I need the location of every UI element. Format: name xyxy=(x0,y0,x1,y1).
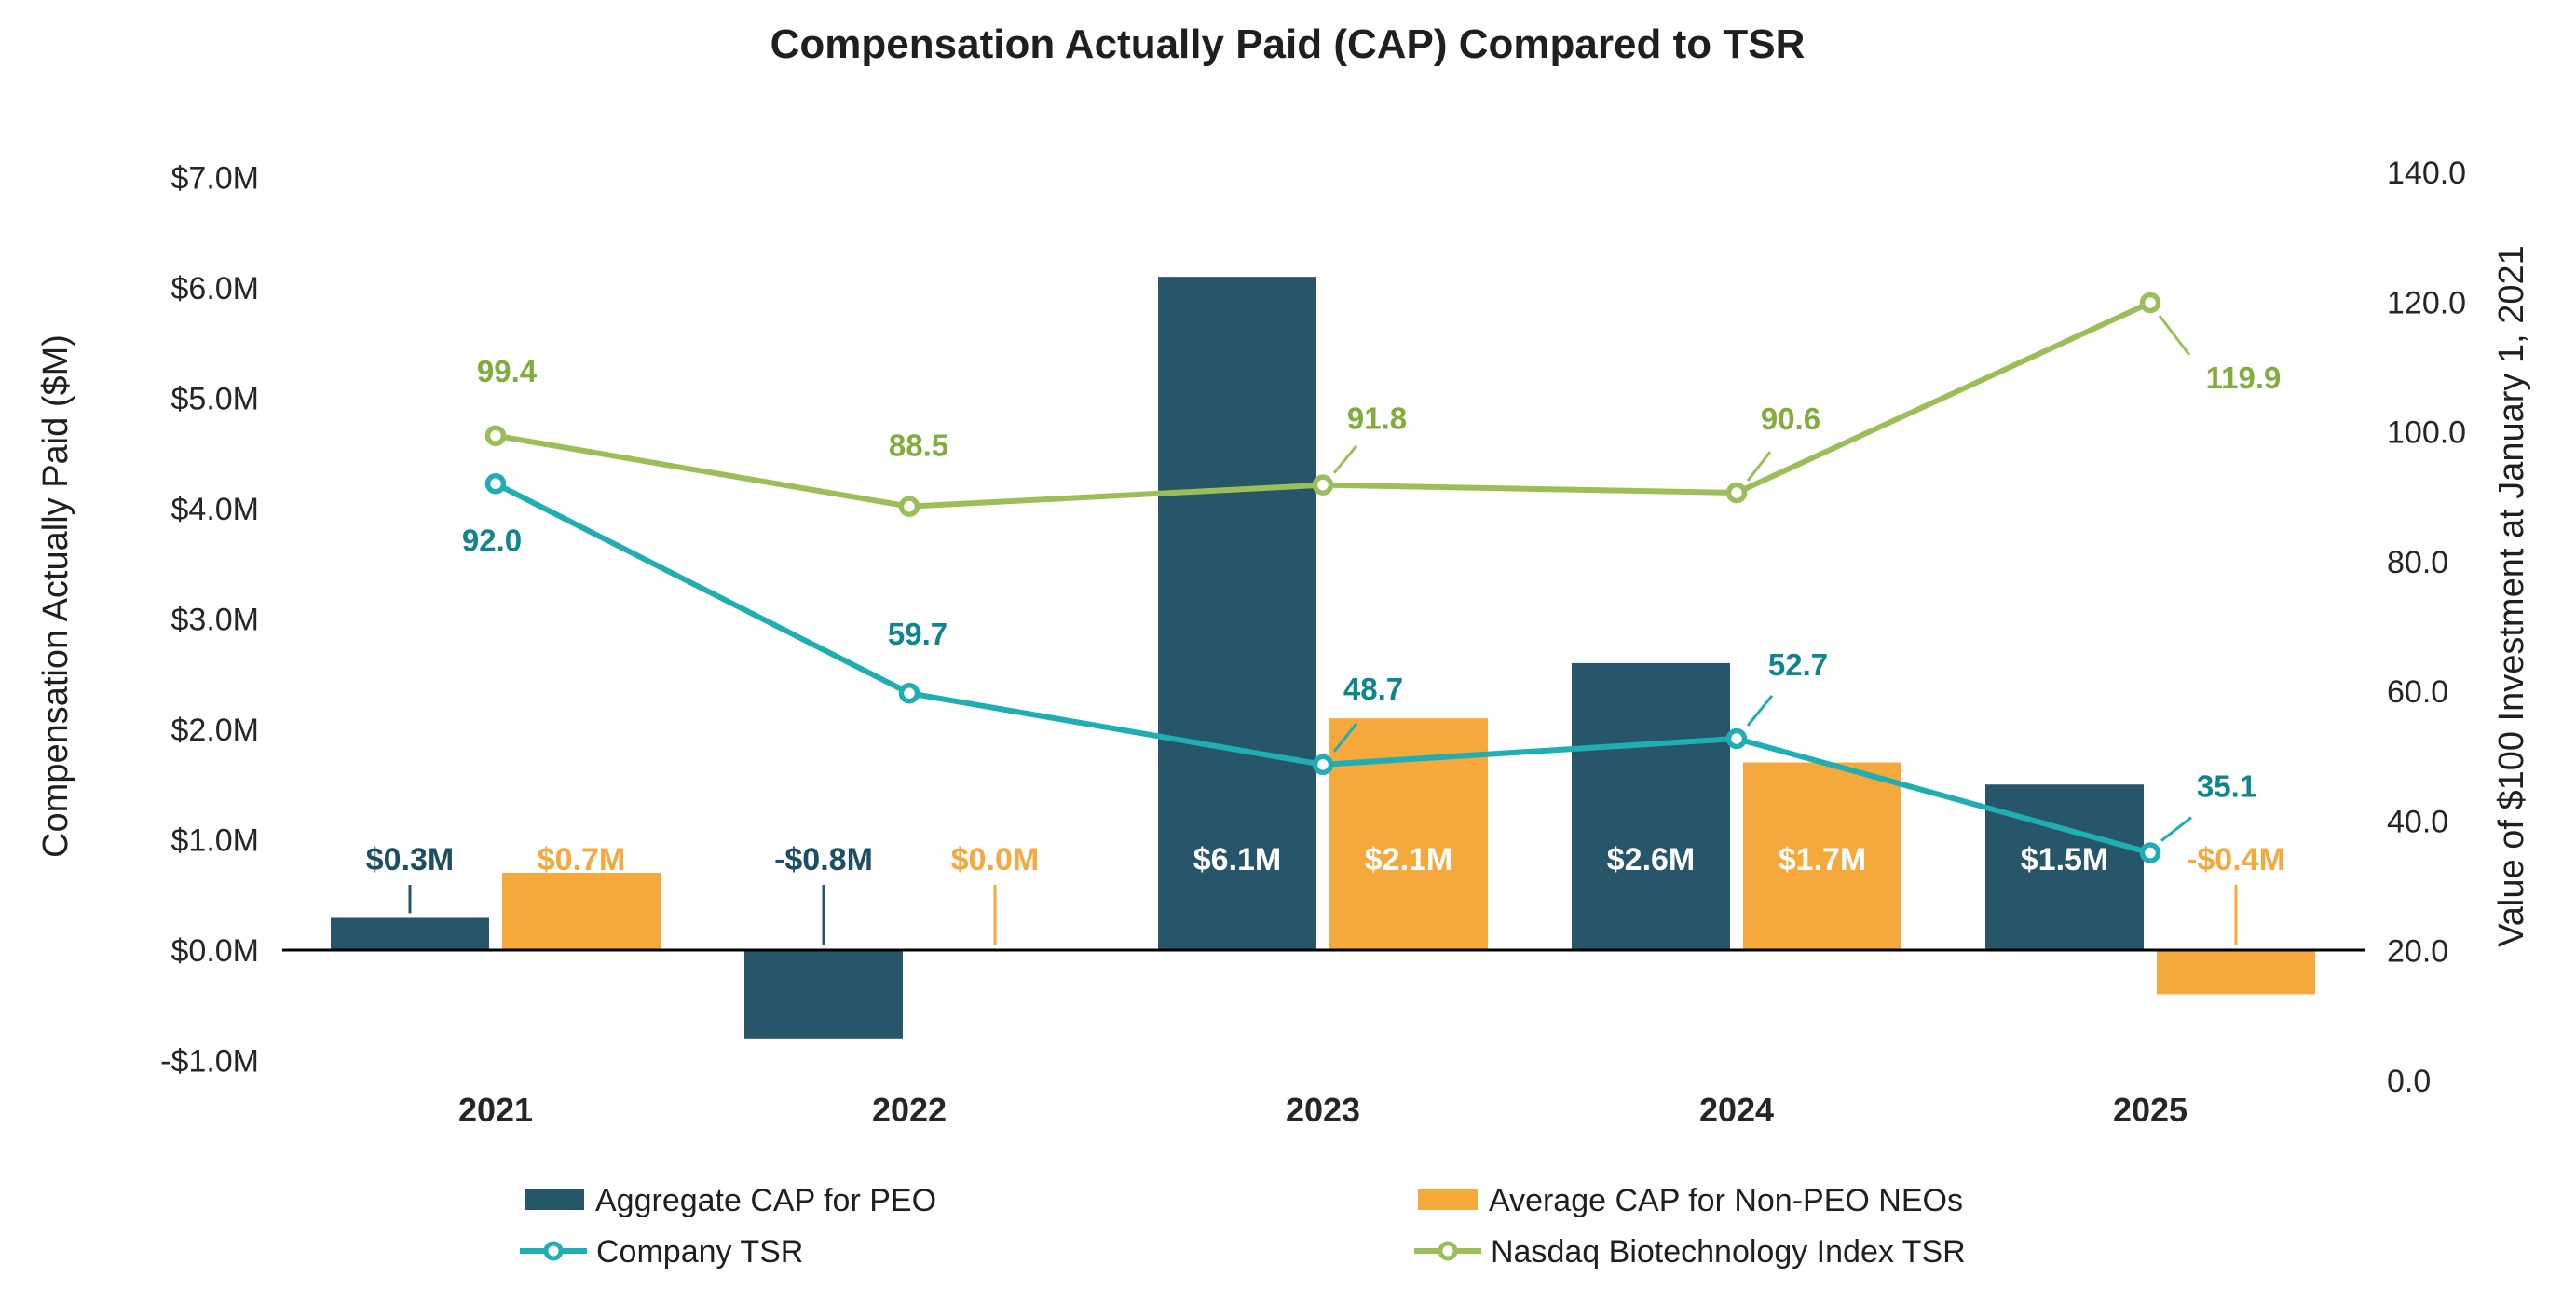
right-axis-tick-label: 20.0 xyxy=(2387,934,2448,970)
tsr-line-marker xyxy=(898,496,920,517)
bar-value-label: $1.5M xyxy=(2021,842,2109,877)
left-axis-tick-label: $2.0M xyxy=(171,713,260,748)
right-axis-tick-label: 100.0 xyxy=(2387,415,2466,451)
bar-value-label: $0.7M xyxy=(538,842,626,877)
tsr-line-marker xyxy=(898,682,920,704)
company-tsr-line xyxy=(493,481,2153,856)
chart-title: Compensation Actually Paid (CAP) Compare… xyxy=(770,21,1806,67)
left-axis-tick-label: $6.0M xyxy=(171,271,260,306)
neo-cap-bar xyxy=(502,873,661,950)
bar-value-label: $2.6M xyxy=(1607,842,1696,877)
legend-item-neo-cap-label: Average CAP for Non-PEO NEOs xyxy=(1489,1183,1963,1218)
line-value-label: 88.5 xyxy=(889,428,948,463)
bar-value-label: $1.7M xyxy=(1779,842,1867,877)
right-axis-tick-label: 120.0 xyxy=(2387,285,2466,320)
chart-plot-area: $7.0M $6.0M $5.0M $4.0M $3.0M $2.0M $1.0M $0.0M… xyxy=(160,156,2466,1270)
legend-item-index-tsr-label: Nasdaq Biotechnology Index TSR xyxy=(1491,1234,1966,1270)
label-leader-line xyxy=(1746,695,1774,727)
line-value-label: 119.9 xyxy=(2206,360,2282,395)
right-axis-tick-label: 0.0 xyxy=(2387,1064,2431,1099)
line-value-label: 59.7 xyxy=(888,617,947,651)
x-axis-category-label: 2021 xyxy=(458,1091,533,1129)
label-leader-line xyxy=(2160,816,2192,842)
legend-item-peo-cap-label: Aggregate CAP for PEO xyxy=(595,1183,936,1218)
left-axis-tick-label: $0.0M xyxy=(171,933,260,969)
tsr-line-marker xyxy=(2139,842,2161,863)
tsr-line-marker xyxy=(1725,727,1748,750)
label-leader-line xyxy=(2158,315,2191,356)
tsr-line-marker xyxy=(1312,474,1334,496)
neo-cap-bar xyxy=(1743,762,1901,950)
label-leader-line xyxy=(1746,451,1772,482)
left-axis-tick-label: $5.0M xyxy=(171,382,260,417)
tsr-line-marker xyxy=(2139,292,2161,314)
label-leader-line xyxy=(1332,722,1358,753)
right-axis-tick-label: 60.0 xyxy=(2387,674,2448,710)
left-axis-tick-label: $1.0M xyxy=(171,823,260,859)
left-axis-tick-label: $3.0M xyxy=(171,603,260,638)
neo-cap-bar xyxy=(2157,950,2315,995)
line-value-label: 92.0 xyxy=(462,523,522,557)
bar-value-label: $0.0M xyxy=(951,842,1040,877)
line-value-label: 52.7 xyxy=(1768,647,1828,682)
tsr-line-marker xyxy=(1312,754,1334,776)
legend-item-company-tsr-marker xyxy=(543,1241,564,1261)
peo-cap-bar xyxy=(744,950,903,1039)
tsr-line-marker xyxy=(1725,482,1748,504)
label-leader-line xyxy=(1332,444,1358,474)
legend-item-company-tsr-label: Company TSR xyxy=(596,1234,803,1270)
line-value-label: 90.6 xyxy=(1761,401,1820,436)
tsr-line-marker xyxy=(484,425,507,446)
x-axis-category-label: 2023 xyxy=(1286,1091,1360,1129)
legend-item-neo-cap-swatch xyxy=(1418,1189,1478,1210)
legend-item-index-tsr-marker xyxy=(1438,1241,1458,1261)
x-axis-category-label: 2022 xyxy=(872,1091,947,1129)
peo-cap-bar xyxy=(1158,277,1316,950)
line-value-label: 99.4 xyxy=(477,354,538,388)
right-axis-tick-label: 140.0 xyxy=(2387,156,2466,191)
bar-value-label: -$0.8M xyxy=(774,842,873,877)
left-axis-tick-label: $4.0M xyxy=(171,492,260,527)
line-value-label: 48.7 xyxy=(1343,672,1403,706)
line-value-label: 35.1 xyxy=(2197,769,2256,804)
tsr-line-marker xyxy=(484,473,507,495)
bar-value-label: $2.1M xyxy=(1365,842,1453,877)
bar-value-label: $0.3M xyxy=(366,842,455,877)
left-axis-tick-label: -$1.0M xyxy=(160,1044,259,1080)
right-axis-title: Value of $100 Investment at January 1, 2… xyxy=(2492,245,2531,946)
bar-value-label: $6.1M xyxy=(1193,842,1282,877)
x-axis-category-label: 2025 xyxy=(2113,1091,2188,1129)
left-axis-title: Compensation Actually Paid ($M) xyxy=(36,334,75,858)
peo-cap-bar xyxy=(1572,662,1730,950)
line-value-label: 91.8 xyxy=(1347,401,1407,436)
x-axis-category-label: 2024 xyxy=(1699,1091,1774,1129)
legend-item-peo-cap-swatch xyxy=(525,1189,584,1210)
right-axis-tick-label: 40.0 xyxy=(2387,804,2448,839)
left-axis-tick-label: $7.0M xyxy=(171,161,260,197)
right-axis-tick-label: 80.0 xyxy=(2387,545,2448,580)
bar-value-label: -$0.4M xyxy=(2187,842,2285,877)
peo-cap-bar xyxy=(331,917,489,950)
